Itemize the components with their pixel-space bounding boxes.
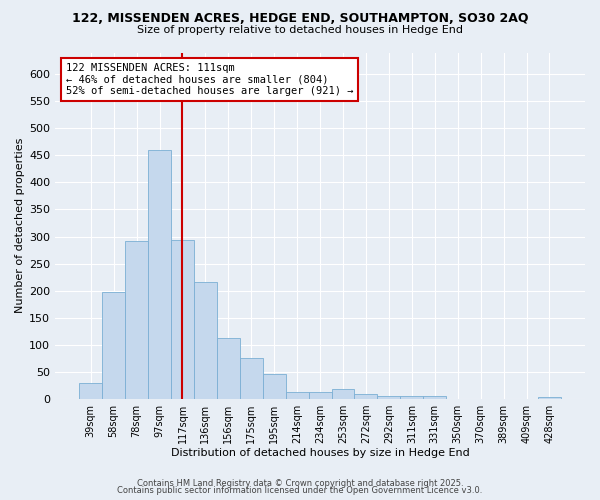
Bar [423,396,446,399]
X-axis label: Distribution of detached houses by size in Hedge End: Distribution of detached houses by size … [171,448,469,458]
Bar [308,392,332,399]
Y-axis label: Number of detached properties: Number of detached properties [15,138,25,314]
Bar [148,150,171,399]
Bar [538,397,561,399]
Text: 122 MISSENDEN ACRES: 111sqm
← 46% of detached houses are smaller (804)
52% of se: 122 MISSENDEN ACRES: 111sqm ← 46% of det… [66,63,353,96]
Bar [400,396,423,399]
Bar [217,338,240,399]
Text: Contains HM Land Registry data © Crown copyright and database right 2025.: Contains HM Land Registry data © Crown c… [137,478,463,488]
Text: 122, MISSENDEN ACRES, HEDGE END, SOUTHAMPTON, SO30 2AQ: 122, MISSENDEN ACRES, HEDGE END, SOUTHAM… [72,12,528,26]
Bar [102,292,125,399]
Bar [125,242,148,399]
Bar [332,389,355,399]
Bar [286,392,308,399]
Text: Contains public sector information licensed under the Open Government Licence v3: Contains public sector information licen… [118,486,482,495]
Bar [355,394,377,399]
Bar [240,358,263,399]
Bar [377,396,400,399]
Bar [263,374,286,399]
Bar [79,382,102,399]
Bar [171,240,194,399]
Text: Size of property relative to detached houses in Hedge End: Size of property relative to detached ho… [137,25,463,35]
Bar [194,282,217,399]
